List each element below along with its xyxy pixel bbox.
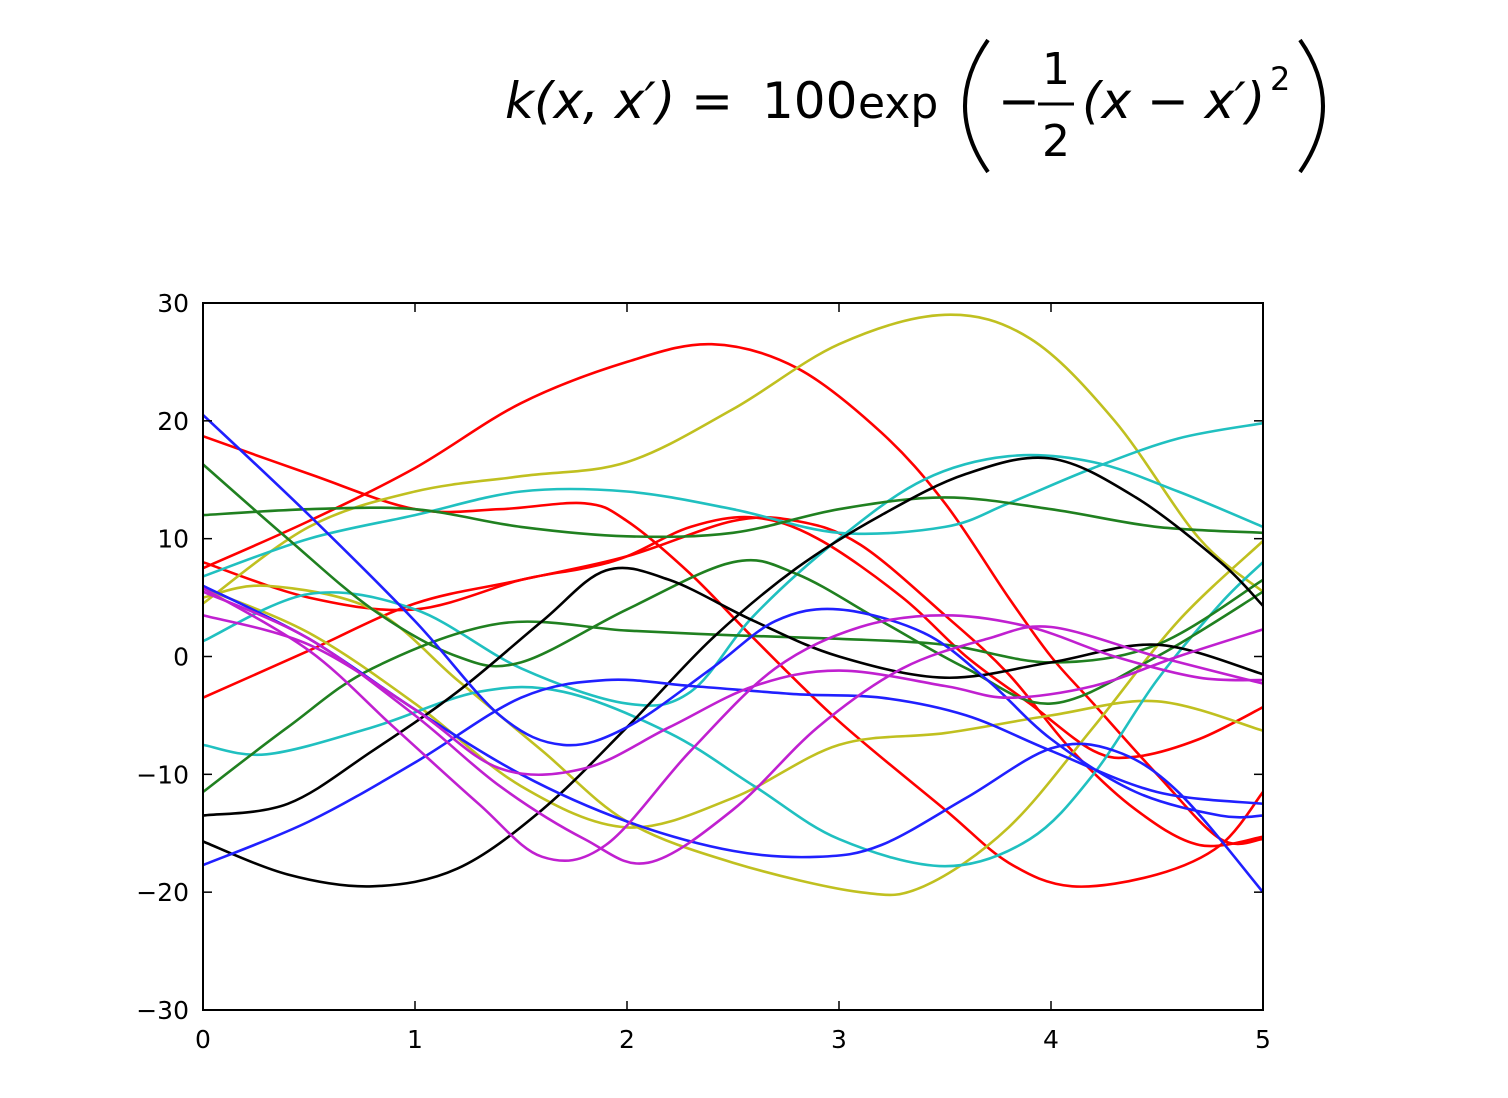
series-line-5 [202, 313, 1264, 605]
y-tick-label: −30 [136, 996, 189, 1025]
series-line-21 [202, 590, 1264, 865]
y-tick-label: 0 [173, 643, 189, 672]
formula-right-paren [1298, 38, 1325, 174]
series-line-15 [202, 456, 1264, 888]
x-tick-label: 2 [619, 1025, 635, 1054]
series-line-20 [202, 587, 1264, 863]
formula-coefficient: 100 [762, 72, 857, 130]
y-tick-label: −10 [136, 760, 189, 789]
formula-frac-num: 1 [1042, 44, 1070, 95]
formula-power: 2 [1270, 60, 1290, 98]
series-line-19 [202, 614, 1264, 776]
formula: k(x, x′) = 100 exp − 1 2 (x − x′) 2 [505, 38, 1325, 174]
x-tick-label: 0 [195, 1025, 211, 1054]
formula-left-paren [963, 38, 990, 174]
series-line-12 [202, 463, 1264, 705]
series-line-11 [202, 496, 1264, 539]
y-tick-label: 30 [157, 289, 189, 318]
series-line-6 [202, 587, 1264, 829]
x-tick-label: 1 [407, 1025, 423, 1054]
formula-lhs: k(x, x′) = [505, 72, 733, 130]
y-tick-label: 20 [157, 407, 189, 436]
formula-minus: − [998, 72, 1040, 130]
series-line-18 [202, 584, 1264, 894]
series-line-8 [202, 421, 1264, 578]
x-tick-label: 4 [1043, 1025, 1059, 1054]
series-line-14 [202, 566, 1264, 817]
formula-func: exp [858, 78, 938, 129]
ticks-layer: 0 1 2 3 4 5 −30 −20 −10 0 10 20 30 [136, 289, 1271, 1054]
series-layer [202, 313, 1265, 897]
series-line-2 [202, 434, 1265, 888]
y-tick-label: −20 [136, 878, 189, 907]
series-line-17 [202, 678, 1264, 867]
formula-frac-den: 2 [1042, 116, 1070, 167]
formula-inner: (x − x′) [1082, 72, 1265, 130]
plot-area: 0 1 2 3 4 5 −30 −20 −10 0 10 20 30 [136, 289, 1271, 1054]
x-tick-label: 5 [1255, 1025, 1271, 1054]
series-line-3 [202, 515, 1264, 760]
series-line-4 [202, 515, 1264, 848]
x-tick-label: 3 [831, 1025, 847, 1054]
y-tick-label: 10 [157, 525, 189, 554]
